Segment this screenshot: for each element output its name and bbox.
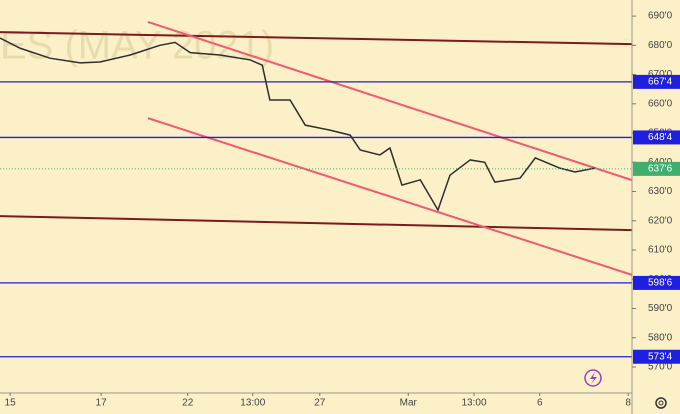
level-label: 648'4 xyxy=(648,132,673,143)
y-tick-label: 610'0 xyxy=(648,245,673,256)
y-tick-label: 670'0 xyxy=(648,69,673,80)
level-label: 667'4 xyxy=(648,77,673,88)
x-tick-label: 8 xyxy=(625,398,631,409)
level-label-box xyxy=(633,275,680,290)
y-tick-label: 620'0 xyxy=(648,215,673,226)
level-label: 573'4 xyxy=(648,351,673,362)
y-tick-label: 590'0 xyxy=(648,303,673,314)
x-tick-label: 17 xyxy=(96,398,108,409)
trendline xyxy=(147,20,633,182)
y-tick-label: 630'0 xyxy=(648,186,673,197)
x-tick-label: 15 xyxy=(5,398,17,409)
y-tick-label: 580'0 xyxy=(648,332,673,343)
current-price-box xyxy=(633,161,680,176)
settings-icon[interactable] xyxy=(655,397,667,409)
trendline xyxy=(147,117,633,276)
y-tick-label: 570'0 xyxy=(648,362,673,373)
current-price-label: 637'6 xyxy=(648,164,673,175)
x-tick-label: 27 xyxy=(314,398,326,409)
gear xyxy=(655,397,667,409)
level-label-box xyxy=(633,74,680,89)
y-tick-label: 690'0 xyxy=(648,11,673,22)
trendline xyxy=(0,31,633,46)
x-tick-label: Mar xyxy=(400,398,418,409)
bolt xyxy=(590,372,597,384)
replay-icon[interactable] xyxy=(584,369,602,387)
x-tick-label: 22 xyxy=(182,398,194,409)
trendline xyxy=(0,215,633,232)
level-label-box xyxy=(633,130,680,145)
x-tick-label: 6 xyxy=(537,398,543,409)
y-tick-label: 660'0 xyxy=(648,98,673,109)
gear-hub xyxy=(658,400,664,406)
x-tick-label: 13:00 xyxy=(461,398,486,409)
y-tick-label: 680'0 xyxy=(648,40,673,51)
level-label: 598'6 xyxy=(648,278,673,289)
price-line xyxy=(0,37,595,212)
level-label-box xyxy=(633,349,680,364)
x-tick-label: 13:00 xyxy=(240,398,265,409)
watermark: ES (MAY 2021) xyxy=(0,24,274,68)
